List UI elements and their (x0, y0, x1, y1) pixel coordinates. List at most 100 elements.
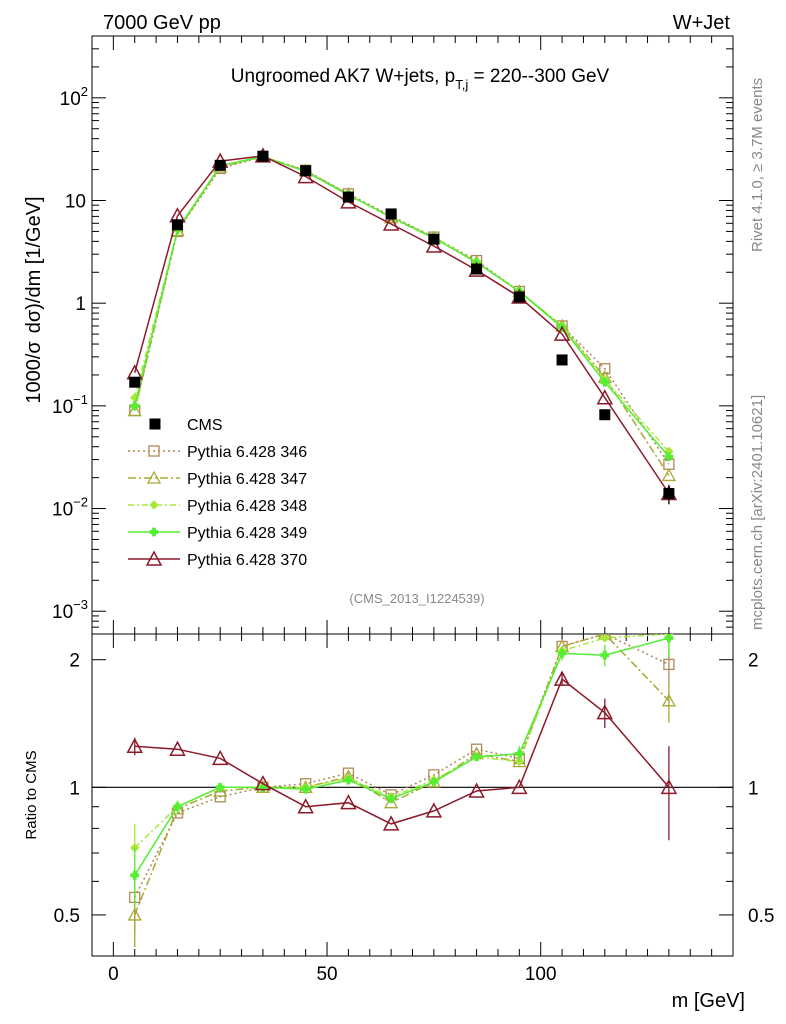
legend-label: Pythia 6.428 349 (187, 525, 307, 542)
series-line (133, 155, 670, 458)
ratio-y-tick-label-right: 0.5 (748, 906, 774, 927)
mcplots-label: mcplots.cern.ch [arXiv:2401.10621] (749, 395, 766, 630)
ratio-plot: 0.5 0.5 1 1 2 2 0 50 100 Ratio to CMS m [GeV] (23, 633, 775, 1012)
ratio-point (340, 794, 357, 810)
ratio-point (660, 778, 678, 795)
legend: CMS Pythia 6.428 346 Pythia 6.428 347 Pythi… (128, 417, 307, 569)
ratio-point (472, 752, 481, 762)
x-tick-label: 100 (525, 964, 557, 985)
ratio-point (600, 634, 610, 643)
cms-point (300, 165, 312, 177)
series-point (599, 363, 611, 375)
y-tick-label: 10−3 (52, 597, 88, 623)
cms-point (129, 376, 141, 388)
ratio-point (173, 802, 182, 812)
ratio-line (134, 634, 670, 898)
legend-marker (146, 470, 162, 484)
ratio-y-tick-label: 1 (69, 778, 80, 799)
ratio-frame (91, 633, 734, 957)
ratio-ticks (92, 634, 733, 957)
ratio-series-pythia-6-428-346 (129, 634, 675, 935)
ratio-point (254, 775, 272, 791)
y-tick-label: 1 (75, 294, 86, 315)
legend-item: Pythia 6.428 349 (128, 525, 307, 542)
ratio-point (511, 778, 528, 795)
ratio-point (297, 798, 314, 814)
chart-title: Ungroomed AK7 W+jets, pT,j = 220--300 Ge… (231, 66, 610, 92)
cms-point (214, 159, 226, 171)
cms-point (428, 233, 440, 245)
series-line (133, 155, 670, 494)
legend-marker (145, 550, 163, 566)
cms-point (471, 263, 483, 275)
ratio-y-tick-label-right: 2 (748, 651, 759, 672)
ratio-series-pythia-6-428-370 (126, 670, 678, 841)
main-frame (91, 35, 734, 635)
ratio-y-tick-label: 2 (69, 651, 80, 672)
series-point (661, 468, 676, 482)
ratio-point (301, 784, 311, 794)
series-point (596, 389, 614, 405)
ratio-point (514, 749, 524, 759)
y-tick-label: 10 (65, 191, 86, 212)
ratio-line (134, 634, 670, 916)
ratio-point (553, 670, 571, 686)
legend-label: Pythia 6.428 370 (187, 552, 307, 569)
legend-item: Pythia 6.428 347 (128, 470, 307, 488)
ratio-y-tick-label-right: 1 (748, 778, 759, 799)
legend-item-cms: CMS (149, 417, 223, 434)
legend-marker (149, 527, 159, 537)
ratio-point (425, 802, 443, 818)
ratio-point (127, 907, 142, 921)
cms-data-points (129, 150, 675, 505)
legend-label: Pythia 6.428 348 (187, 498, 307, 515)
series-line (133, 155, 670, 452)
legend-label: Pythia 6.428 346 (187, 444, 307, 461)
ratio-series (126, 634, 678, 948)
ratio-y-tick-label: 0.5 (54, 906, 80, 927)
cms-point (257, 150, 269, 162)
rivet-label: Rivet 4.1.0, ≥ 3.7M events (749, 78, 766, 252)
ratio-point (468, 782, 485, 798)
ratio-point (215, 782, 225, 792)
series-point (600, 377, 610, 387)
series-point (130, 401, 140, 411)
ratio-point (211, 749, 229, 766)
cms-point (342, 191, 354, 203)
ratio-line (134, 634, 669, 849)
legend-marker (149, 500, 159, 510)
series-pythia-6-428-348 (130, 151, 674, 457)
series-point (664, 452, 674, 462)
series-point (382, 215, 400, 231)
y-tick-label: 10−1 (52, 392, 88, 418)
ratio-series-pythia-6-428-349 (130, 634, 674, 908)
cms-point (663, 488, 675, 500)
legend-marker (148, 445, 160, 457)
y-tick-label: 10−2 (52, 495, 88, 521)
ratio-point (596, 704, 614, 720)
ratio-point (382, 815, 400, 831)
ratio-point (429, 777, 439, 787)
ratio-tick-labels: 0.5 0.5 1 1 2 2 0 50 100 (54, 651, 775, 985)
main-ticks (92, 35, 733, 635)
ratio-point (663, 658, 675, 671)
ratio-point (386, 794, 396, 804)
legend-item: Pythia 6.428 348 (128, 498, 307, 515)
ratio-point (169, 740, 186, 756)
ratio-series-pythia-6-428-348 (130, 634, 674, 876)
ratio-point (557, 648, 567, 658)
cms-point (171, 219, 183, 231)
cms-point (385, 208, 397, 220)
y-tick-label: 102 (60, 84, 88, 110)
cms-point (599, 409, 611, 421)
series-point (127, 403, 142, 417)
x-tick-label: 0 (108, 964, 119, 985)
legend-item: Pythia 6.428 346 (128, 444, 307, 461)
ratio-point (664, 634, 674, 643)
main-y-tick-labels: 10−3 10−2 10−1 1 10 102 (52, 84, 88, 623)
legend-item: Pythia 6.428 370 (128, 550, 307, 569)
header-right: W+Jet (673, 12, 731, 34)
legend-label: Pythia 6.428 347 (187, 471, 307, 488)
ratio-point (344, 775, 353, 785)
